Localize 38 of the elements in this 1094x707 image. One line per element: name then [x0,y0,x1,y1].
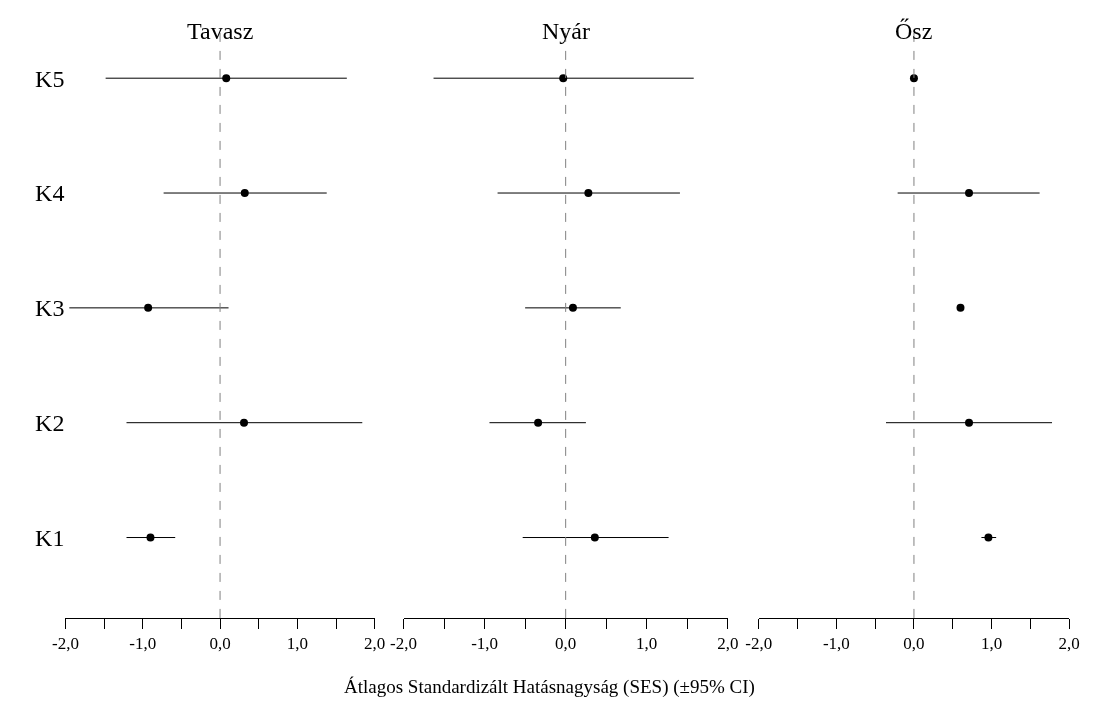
point [584,189,593,198]
point [240,189,249,198]
x-tick-label: 1,0 [636,634,658,654]
x-tick-label: -1,0 [822,634,850,654]
point [965,189,974,198]
y-tick-label: K2 [35,410,65,437]
chart-title: Ősz [895,18,933,44]
point [984,533,993,542]
point [146,533,155,542]
point [559,74,568,83]
x-tick-label: -2,0 [745,634,773,654]
x-tick-label: 2,0 [717,634,739,654]
x-tick-label: 1,0 [980,634,1003,654]
y-tick-label: K4 [35,180,65,207]
point [965,418,974,427]
x-tick-label: -1,0 [471,634,499,654]
x-tick-label: -1,0 [129,634,157,654]
y-tick-label: K5 [35,65,65,92]
point [956,303,965,312]
x-axis-title: Átlagos Standardizált Hatásnagyság (SES) (±95% CI) [344,676,755,698]
y-tick-label: K3 [35,295,65,322]
x-tick-label: -2,0 [390,634,418,654]
point [534,418,543,427]
point [568,303,577,312]
x-tick-label: 1,0 [286,634,308,654]
x-tick-label: 2,0 [364,634,386,654]
point [590,533,599,542]
y-tick-label: K1 [35,524,65,551]
chart-title: Nyár [542,18,590,44]
point [222,74,231,83]
x-tick-label: 0,0 [903,634,925,654]
x-tick-label: 0,0 [209,634,231,654]
point [240,418,249,427]
x-tick-label: -2,0 [51,634,79,654]
chart-title: Tavasz [187,18,254,44]
x-tick-label: 2,0 [1058,634,1080,654]
x-tick-label: 0,0 [555,634,577,654]
point [144,303,153,312]
